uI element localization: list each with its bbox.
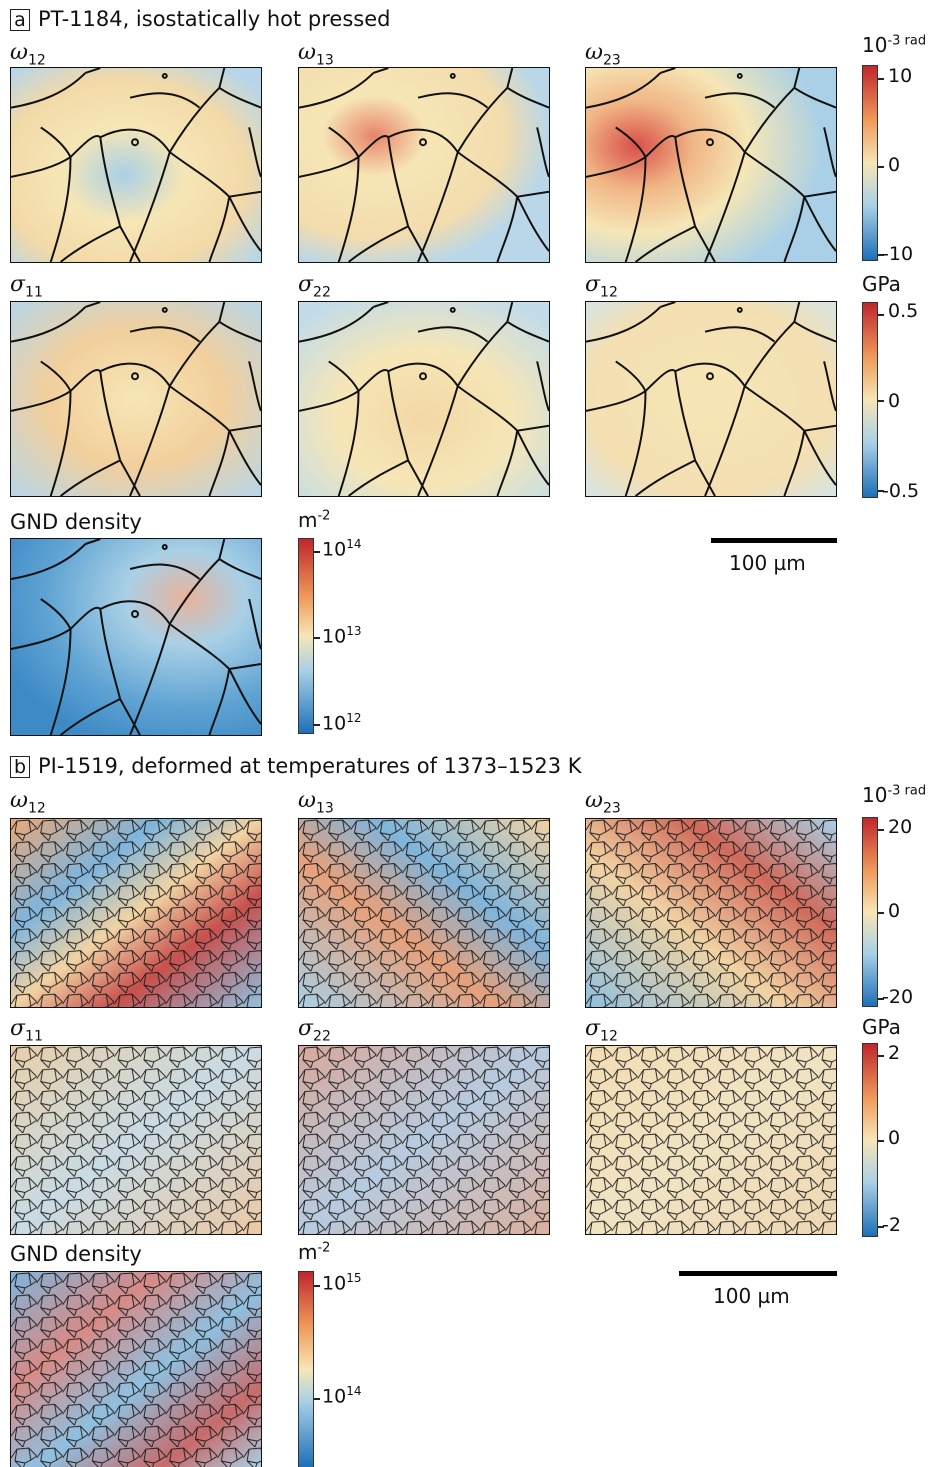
map-sigma-12-a-image xyxy=(586,302,836,496)
scale-bar-label-b: 100 µm xyxy=(713,1284,790,1308)
map-gnd-a xyxy=(10,538,262,736)
label-omega-13-a: ω13 xyxy=(298,40,334,69)
map-sigma-12-a xyxy=(585,301,837,497)
stress-colorbar-a xyxy=(862,302,878,498)
map-sigma-22-a xyxy=(298,301,550,497)
map-omega-23-a xyxy=(585,67,837,263)
label-omega-12-b: ω12 xyxy=(10,788,46,817)
label-sigma-22-b: σ22 xyxy=(298,1016,331,1045)
map-omega-12-b xyxy=(10,818,262,1008)
label-sigma-11-b: σ11 xyxy=(10,1016,43,1045)
label-sigma-22-a: σ22 xyxy=(298,272,331,301)
gnd-tick-2-a: 1013 xyxy=(322,624,362,648)
gnd-label-a: GND density xyxy=(10,510,142,534)
map-sigma-12-b xyxy=(585,1045,837,1235)
panel-a-letter: a xyxy=(10,9,30,31)
gnd-unit-b: m-2 xyxy=(298,1240,331,1264)
map-omega-13-b-image xyxy=(299,819,549,1007)
rotation-tick-max-a: 10 xyxy=(888,65,913,87)
map-omega-13-a-image xyxy=(299,68,549,262)
panel-b-title-text: PI-1519, deformed at temperatures of 137… xyxy=(38,754,582,778)
gnd-tick-1-a: 1014 xyxy=(322,537,362,561)
label-sigma-11-a: σ11 xyxy=(10,272,43,301)
map-omega-23-b-image xyxy=(586,819,836,1007)
stress-tick-min-b: -2 xyxy=(882,1214,901,1236)
map-omega-12-b-image xyxy=(11,819,261,1007)
rotation-tick-max-b: 20 xyxy=(888,816,913,838)
rotation-colorbar-b xyxy=(862,817,878,1007)
stress-tick-zero-a: 0 xyxy=(888,390,901,412)
stress-tick-max-b: 2 xyxy=(888,1042,901,1064)
map-sigma-11-b xyxy=(10,1045,262,1235)
rotation-tick-min-a: -10 xyxy=(882,243,914,265)
map-gnd-b-image xyxy=(11,1272,261,1467)
map-sigma-22-b xyxy=(298,1045,550,1235)
map-sigma-11-a xyxy=(10,301,262,497)
stress-colorbar-b xyxy=(862,1043,878,1237)
label-sigma-12-a: σ12 xyxy=(585,272,618,301)
stress-tick-min-a: -0.5 xyxy=(882,480,920,502)
gnd-colorbar-b xyxy=(298,1271,314,1467)
gnd-unit-a: m-2 xyxy=(298,508,331,532)
map-gnd-a-image xyxy=(11,539,261,735)
gnd-tick-1-b: 1015 xyxy=(322,1271,362,1295)
gnd-label-b: GND density xyxy=(10,1242,142,1266)
label-omega-23-b: ω23 xyxy=(585,788,621,817)
stress-tick-zero-b: 0 xyxy=(888,1127,901,1149)
stress-tick-max-a: 0.5 xyxy=(888,300,919,322)
map-sigma-12-b-image xyxy=(586,1046,836,1234)
panel-b-title: b PI-1519, deformed at temperatures of 13… xyxy=(10,754,582,778)
gnd-tick-3-a: 1012 xyxy=(322,711,362,735)
stress-unit-a: GPa xyxy=(862,272,901,296)
label-omega-13-b: ω13 xyxy=(298,788,334,817)
panel-a-title-text: PT-1184, isostatically hot pressed xyxy=(38,7,391,31)
map-sigma-11-a-image xyxy=(11,302,261,496)
rotation-tick-zero-a: 0 xyxy=(888,154,901,176)
scale-bar-b xyxy=(679,1271,837,1276)
gnd-tick-2-b: 1014 xyxy=(322,1384,362,1408)
label-omega-12-a: ω12 xyxy=(10,40,46,69)
map-omega-12-a-image xyxy=(11,68,261,262)
map-omega-23-a-image xyxy=(586,68,836,262)
stress-unit-b: GPa xyxy=(862,1015,901,1039)
map-omega-13-b xyxy=(298,818,550,1008)
map-omega-13-a xyxy=(298,67,550,263)
scale-bar-label-a: 100 µm xyxy=(729,551,806,575)
rotation-unit-b: 10-3 rad xyxy=(862,783,927,807)
map-gnd-b xyxy=(10,1271,262,1467)
rotation-tick-zero-b: 0 xyxy=(888,900,901,922)
scale-bar-a xyxy=(711,538,837,543)
map-sigma-22-a-image xyxy=(299,302,549,496)
panel-b-letter: b xyxy=(10,756,30,778)
map-omega-12-a xyxy=(10,67,262,263)
label-sigma-12-b: σ12 xyxy=(585,1016,618,1045)
map-omega-23-b xyxy=(585,818,837,1008)
rotation-unit-a: 10-3 rad xyxy=(862,33,927,57)
label-omega-23-a: ω23 xyxy=(585,40,621,69)
rotation-tick-min-b: -20 xyxy=(882,986,914,1008)
rotation-colorbar-a xyxy=(862,65,878,261)
map-sigma-11-b-image xyxy=(11,1046,261,1234)
panel-a-title: a PT-1184, isostatically hot pressed xyxy=(10,7,390,31)
map-sigma-22-b-image xyxy=(299,1046,549,1234)
gnd-colorbar-a xyxy=(298,538,314,734)
